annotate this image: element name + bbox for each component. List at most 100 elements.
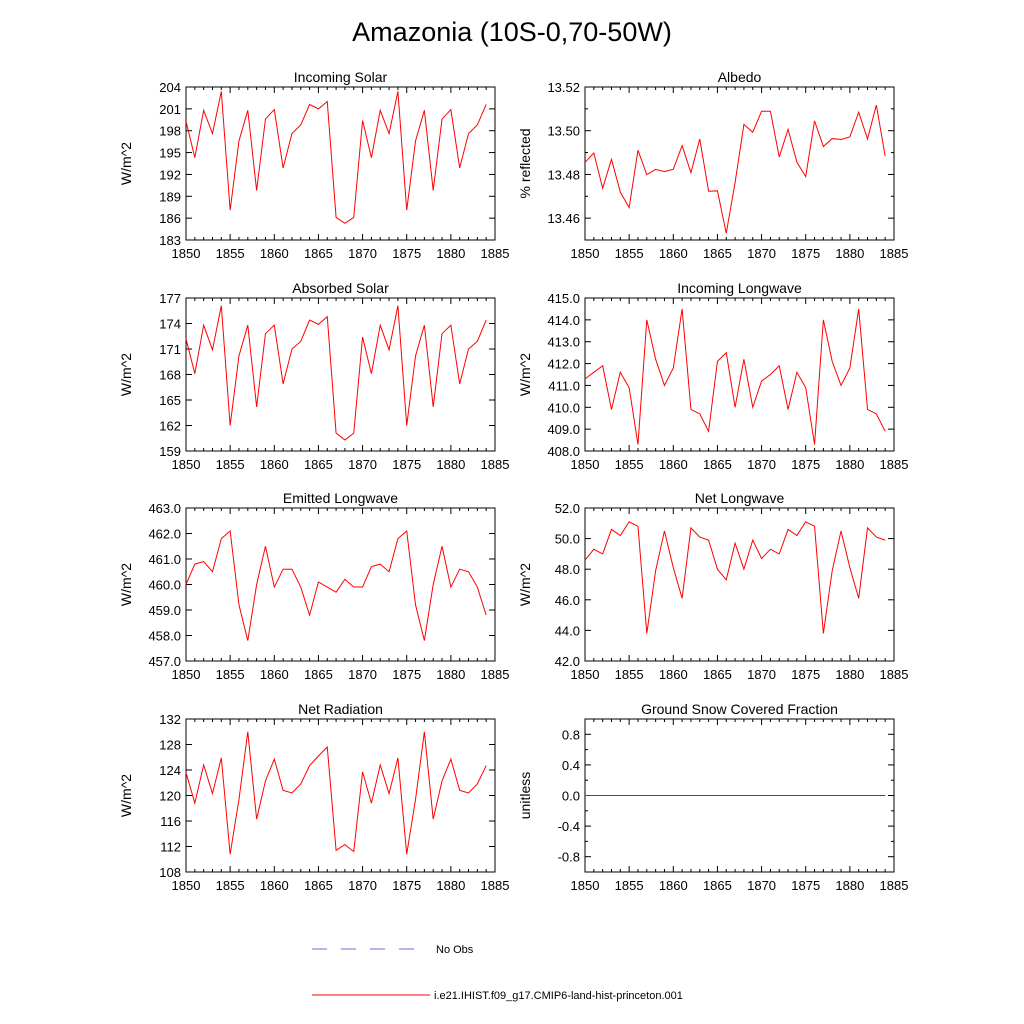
x-tick-label: 1855 [615, 246, 644, 261]
x-tick-label: 1880 [436, 246, 465, 261]
y-tick-label: 409.0 [547, 422, 580, 437]
x-tick-label: 1870 [747, 667, 776, 682]
x-tick-label: 1860 [260, 667, 289, 682]
x-tick-label: 1860 [659, 667, 688, 682]
x-tick-label: 1865 [304, 457, 333, 472]
y-tick-label: 177 [159, 291, 181, 306]
x-tick-label: 1860 [260, 457, 289, 472]
x-tick-label: 1880 [436, 667, 465, 682]
x-tick-label: 1885 [481, 878, 510, 893]
y-tick-label: 124 [159, 763, 181, 778]
x-tick-label: 1870 [747, 457, 776, 472]
series-line [185, 91, 487, 224]
x-tick-label: 1870 [348, 878, 377, 893]
y-tick-label: 52.0 [555, 501, 580, 516]
y-tick-label: 13.48 [547, 167, 580, 182]
y-tick-label: 108 [159, 865, 181, 880]
y-axis-label: W/m^2 [118, 774, 134, 817]
x-tick-label: 1865 [703, 667, 732, 682]
panel-title: Net Radiation [298, 701, 383, 717]
figure-title: Amazonia (10S-0,70-50W) [352, 17, 672, 47]
legend-label-model: i.e21.IHIST.f09_g17.CMIP6-land-hist-prin… [434, 990, 683, 1002]
series-line [584, 308, 886, 445]
panels: Incoming Solar W/m^2 1850 1855 1860 1865 1870 1… [118, 69, 908, 893]
x-tick-label: 1855 [216, 246, 245, 261]
y-tick-label: 165 [159, 393, 181, 408]
y-tick-label: 204 [159, 80, 181, 95]
y-tick-label: 159 [159, 444, 181, 459]
y-tick-label: 457.0 [148, 654, 181, 669]
panel-title: Albedo [718, 69, 762, 85]
panel-title: Incoming Solar [294, 69, 388, 85]
x-tick-label: 1885 [880, 878, 909, 893]
x-tick-label: 1880 [436, 457, 465, 472]
x-tick-label: 1885 [481, 667, 510, 682]
panel-title: Emitted Longwave [283, 490, 398, 506]
y-axis-label: W/m^2 [118, 563, 134, 606]
panel-title: Incoming Longwave [677, 280, 802, 296]
plot-frame [185, 718, 496, 873]
x-tick-label: 1885 [481, 457, 510, 472]
y-tick-label: 13.50 [547, 124, 580, 139]
y-tick-label: 189 [159, 189, 181, 204]
y-tick-label: -0.4 [558, 819, 580, 834]
x-tick-label: 1850 [571, 457, 600, 472]
y-tick-label: 120 [159, 789, 181, 804]
x-tick-label: 1870 [348, 246, 377, 261]
plot-frame [584, 507, 895, 662]
y-tick-label: 195 [159, 146, 181, 161]
y-tick-label: 414.0 [547, 313, 580, 328]
y-axis-label: W/m^2 [118, 142, 134, 185]
y-tick-label: 461.0 [148, 552, 181, 567]
y-axis-label: W/m^2 [517, 563, 533, 606]
x-tick-label: 1885 [880, 457, 909, 472]
x-tick-label: 1865 [304, 246, 333, 261]
y-tick-label: 198 [159, 124, 181, 139]
x-tick-label: 1850 [571, 878, 600, 893]
series-line [185, 305, 487, 441]
panel-6: Net Radiation W/m^2 1850 1855 1860 1865 1870 18… [118, 701, 509, 893]
x-tick-label: 1870 [747, 246, 776, 261]
y-tick-label: 46.0 [555, 593, 580, 608]
x-tick-label: 1860 [659, 878, 688, 893]
y-tick-label: 201 [159, 102, 181, 117]
x-tick-label: 1850 [571, 246, 600, 261]
x-tick-label: 1875 [392, 457, 421, 472]
panel-title: Ground Snow Covered Fraction [641, 701, 838, 717]
x-tick-label: 1880 [436, 878, 465, 893]
series-line [185, 529, 487, 641]
x-tick-label: 1860 [659, 457, 688, 472]
x-tick-label: 1875 [392, 667, 421, 682]
y-tick-label: 413.0 [547, 335, 580, 350]
panel-7: Ground Snow Covered Fraction unitless 1850… [517, 701, 908, 893]
y-tick-label: 174 [159, 317, 181, 332]
x-tick-label: 1865 [304, 878, 333, 893]
y-tick-label: 186 [159, 211, 181, 226]
y-tick-label: 415.0 [547, 291, 580, 306]
panel-1: Albedo % reflected 1850 1855 1860 1865 1870 187… [517, 69, 908, 261]
panel-title: Absorbed Solar [292, 280, 389, 296]
x-tick-label: 1865 [703, 457, 732, 472]
y-tick-label: 132 [159, 712, 181, 727]
x-tick-label: 1850 [571, 667, 600, 682]
x-tick-label: 1880 [835, 878, 864, 893]
x-tick-label: 1860 [659, 246, 688, 261]
x-tick-label: 1870 [747, 878, 776, 893]
y-tick-label: -0.8 [558, 850, 580, 865]
y-tick-label: 168 [159, 368, 181, 383]
x-tick-label: 1880 [835, 457, 864, 472]
y-tick-label: 458.0 [148, 629, 181, 644]
x-tick-label: 1860 [260, 246, 289, 261]
y-tick-label: 13.52 [547, 80, 580, 95]
x-tick-label: 1880 [835, 667, 864, 682]
panel-4: Emitted Longwave W/m^2 1850 1855 1860 1865 187… [118, 490, 509, 682]
x-tick-label: 1855 [615, 457, 644, 472]
y-axis-label: unitless [517, 772, 533, 819]
legend: No Obs i.e21.IHIST.f09_g17.CMIP6-land-hi… [312, 944, 683, 1002]
y-tick-label: 171 [159, 342, 181, 357]
x-tick-label: 1885 [481, 246, 510, 261]
x-tick-label: 1855 [615, 667, 644, 682]
plot-frame [584, 297, 895, 452]
x-tick-label: 1865 [703, 878, 732, 893]
